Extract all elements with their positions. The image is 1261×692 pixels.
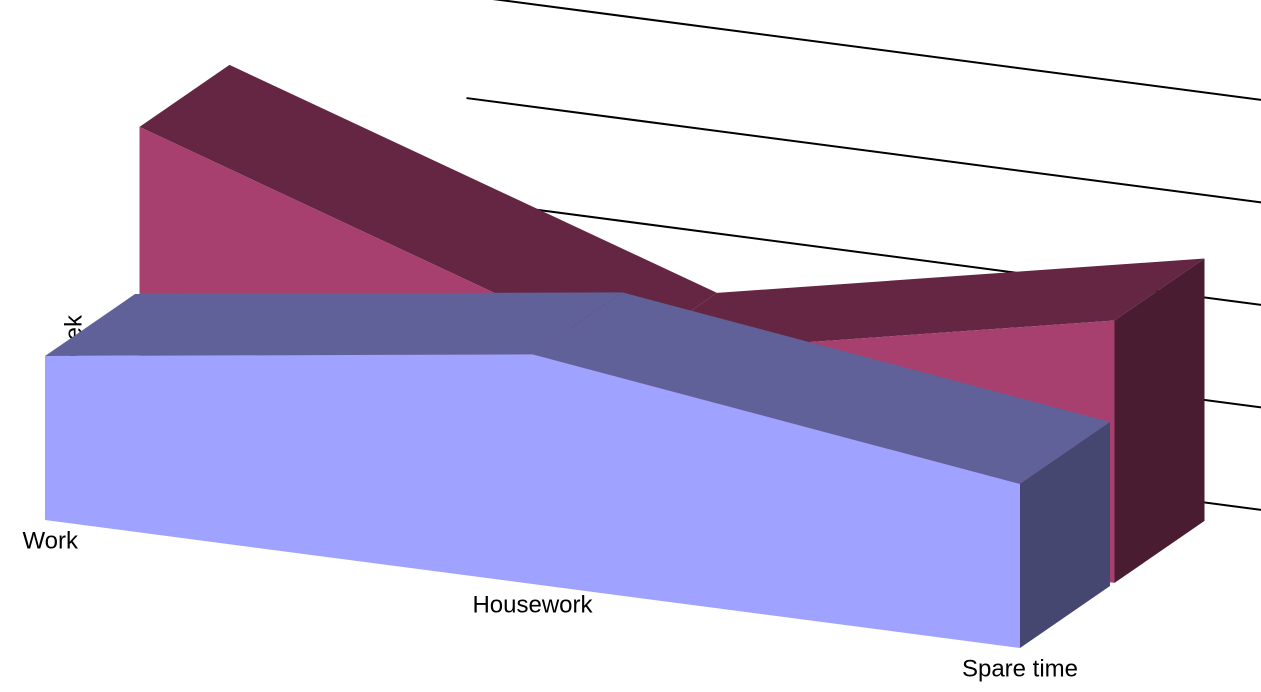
grid-line xyxy=(492,0,1261,101)
area-top xyxy=(45,292,623,356)
x-tick-label: Work xyxy=(22,527,79,554)
x-tick-label: Housework xyxy=(472,591,593,618)
area-side xyxy=(1114,258,1205,583)
area-side xyxy=(1020,422,1110,648)
area-top xyxy=(139,64,717,355)
area xyxy=(45,354,1020,648)
area-top xyxy=(627,258,1205,355)
area-top xyxy=(532,292,1110,484)
grid-line xyxy=(466,97,1261,204)
x-tick-label: Spare time xyxy=(962,655,1078,682)
